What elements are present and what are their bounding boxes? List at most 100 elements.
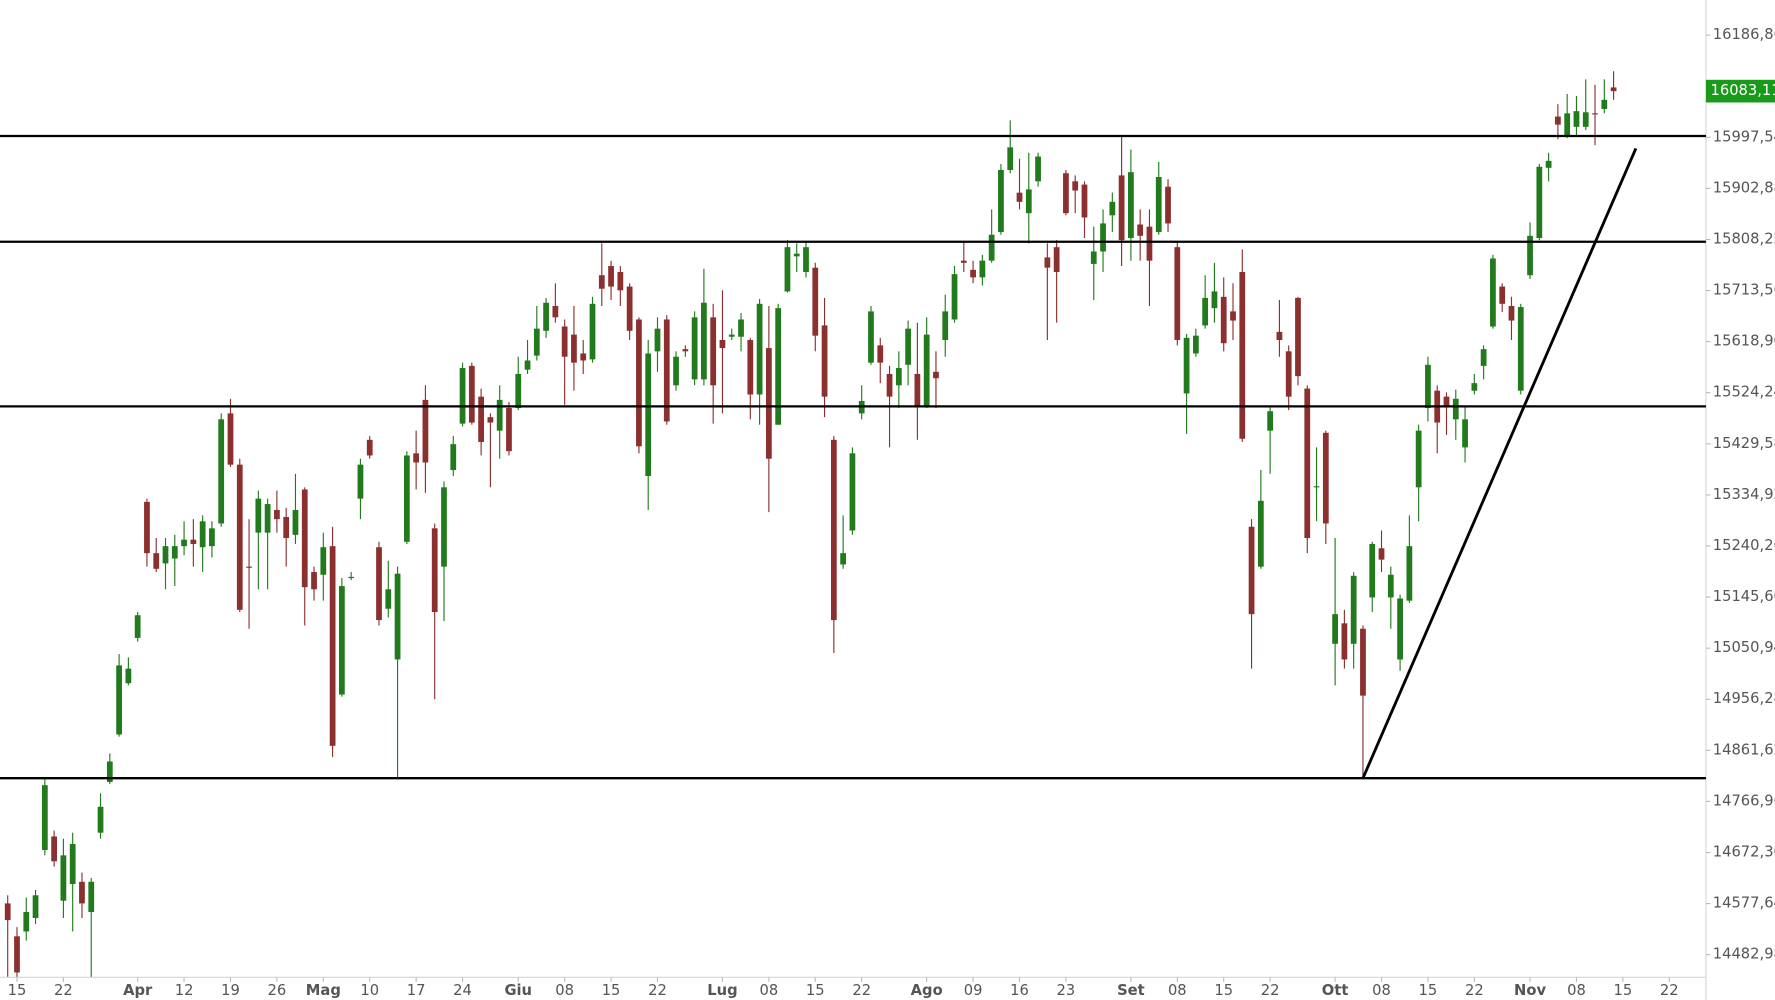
candle-body [394, 573, 401, 660]
x-tick-label: Giu [504, 982, 532, 999]
candle-body [292, 509, 299, 535]
x-tick-label: 26 [268, 982, 287, 999]
x-tick-label: 23 [1057, 982, 1076, 999]
candle-body [1555, 116, 1561, 125]
candle-body [153, 553, 160, 569]
candle-body [1239, 271, 1246, 439]
candle-body [1285, 351, 1292, 397]
x-tick-label: 09 [964, 982, 983, 999]
candle-body [1443, 396, 1450, 406]
candle-body [23, 912, 30, 932]
candle-body [765, 348, 772, 459]
last-price-label: 16083,11 [1710, 82, 1775, 99]
candle-body [682, 349, 689, 352]
y-tick-label: 14956,28 [1713, 690, 1775, 707]
x-tick-label: 22 [1660, 982, 1679, 999]
y-tick-label: 14861,62 [1713, 741, 1775, 758]
candle-body [1211, 291, 1218, 309]
candle-body [877, 345, 884, 363]
candle-body [738, 319, 744, 337]
x-tick-label: Ago [911, 982, 943, 999]
candle-body [1257, 500, 1264, 567]
x-tick-label: 08 [1567, 982, 1586, 999]
candle-body [209, 528, 215, 547]
candle-body [14, 936, 20, 973]
candle-body [543, 302, 549, 331]
candle-body [905, 328, 911, 365]
candle-body [403, 455, 410, 542]
candle-body [1452, 398, 1459, 420]
x-tick-label: 08 [760, 982, 779, 999]
candle-body [728, 334, 735, 337]
x-tick-label: Set [1117, 982, 1145, 999]
candle-body [533, 328, 540, 356]
candle-body [1090, 251, 1097, 264]
candle-body [227, 413, 234, 465]
candle-body [106, 761, 113, 782]
x-tick-label: 08 [1372, 982, 1391, 999]
candle-body [468, 365, 475, 423]
candle-body [933, 371, 939, 379]
candle-body [144, 501, 150, 554]
candle-body [960, 260, 967, 263]
candle-body [914, 373, 921, 406]
candle-body [580, 353, 587, 361]
candle-body [1174, 247, 1181, 340]
candle-body [840, 553, 847, 565]
candle-body [942, 311, 949, 340]
y-tick-label: 15145,60 [1713, 588, 1775, 605]
y-tick-label: 15997,54 [1713, 128, 1775, 145]
x-tick-label: 15 [1214, 982, 1233, 999]
candle-body [701, 302, 707, 380]
candle-body [524, 360, 531, 370]
x-tick-label: Mag [306, 982, 341, 999]
candle-body [125, 668, 132, 684]
candle-body [338, 586, 345, 695]
candle-body [69, 844, 76, 884]
candle-body [60, 855, 67, 901]
candle-body [1350, 575, 1357, 644]
candle-body [1165, 186, 1171, 224]
x-tick-label: 15 [806, 982, 825, 999]
candle-body [1573, 111, 1580, 127]
candle-body [218, 419, 225, 524]
candle-body [1128, 172, 1134, 238]
candle-body [1118, 175, 1125, 241]
candle-body [357, 464, 364, 499]
x-tick-label: 12 [175, 982, 194, 999]
candle-body [552, 305, 559, 318]
candle-body [1304, 388, 1311, 539]
candle-body [1592, 113, 1598, 115]
candle-body [1155, 177, 1162, 233]
candle-body [4, 903, 11, 921]
y-tick-label: 15902,88 [1713, 179, 1775, 196]
candle-body [784, 247, 791, 292]
x-tick-label: 24 [453, 982, 472, 999]
candle-body [886, 373, 893, 397]
y-tick-label: 15713,56 [1713, 282, 1775, 299]
candle-body [1378, 548, 1385, 560]
candle-body [348, 576, 355, 579]
candle-body [478, 396, 484, 442]
candle-body [1220, 296, 1227, 344]
candle-body [589, 303, 596, 360]
candle-body [663, 319, 670, 422]
candle-body [162, 546, 169, 564]
candle-body [849, 453, 856, 531]
candle-body [1267, 411, 1274, 431]
y-tick-label: 15334,92 [1713, 486, 1775, 503]
candle-body [654, 328, 661, 352]
candle-body [636, 319, 642, 447]
x-tick-label: 22 [54, 982, 73, 999]
candle-body [422, 399, 429, 463]
candle-body [366, 439, 373, 456]
candle-body [1536, 166, 1543, 238]
candle-body [830, 439, 837, 621]
y-tick-label: 14766,96 [1713, 792, 1775, 809]
candle-body [691, 317, 698, 380]
candle-body [1192, 335, 1199, 354]
candle-body [1146, 226, 1153, 261]
x-tick-label: Apr [123, 982, 153, 999]
